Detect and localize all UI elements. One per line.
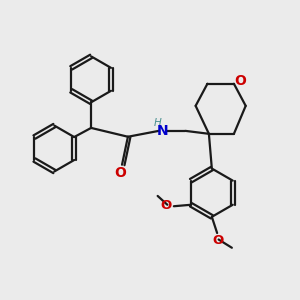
Text: O: O	[235, 74, 246, 88]
Text: O: O	[160, 199, 171, 212]
Text: H: H	[154, 118, 161, 128]
Text: O: O	[212, 235, 223, 248]
Text: N: N	[157, 124, 168, 138]
Text: O: O	[115, 166, 127, 180]
